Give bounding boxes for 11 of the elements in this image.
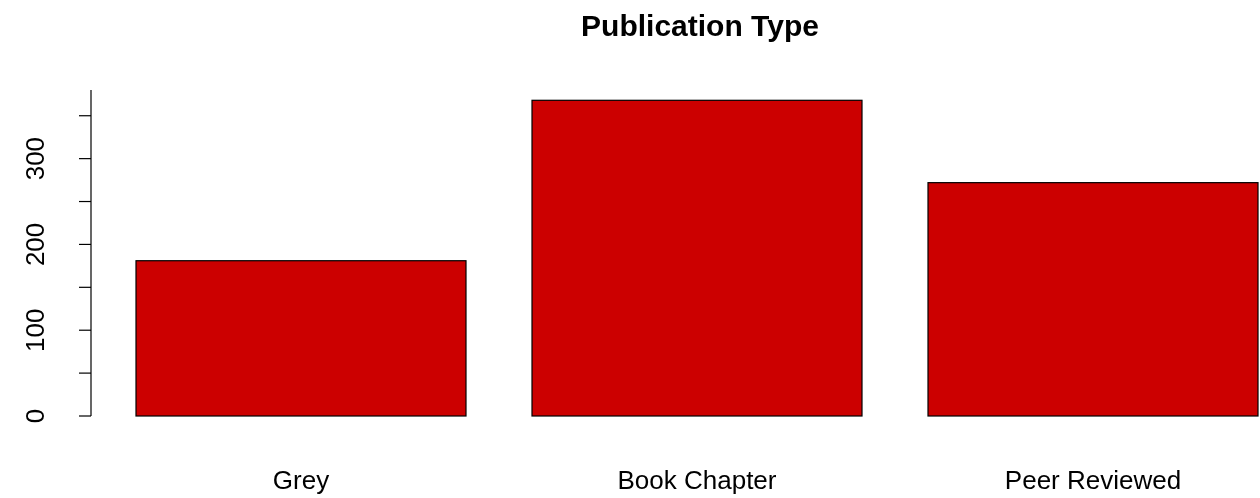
y-tick-label: 100 <box>20 308 50 352</box>
bar <box>135 260 467 417</box>
bar <box>927 182 1259 417</box>
x-tick-label: Book Chapter <box>617 465 777 495</box>
x-tick-label: Grey <box>272 465 330 495</box>
bar <box>531 99 863 417</box>
y-tick-label: 0 <box>20 408 50 424</box>
chart-title: Publication Type <box>581 9 819 42</box>
x-tick-label: Peer Reviewed <box>1004 465 1182 495</box>
y-tick-label: 300 <box>20 136 50 181</box>
y-tick-label: 200 <box>20 222 50 267</box>
